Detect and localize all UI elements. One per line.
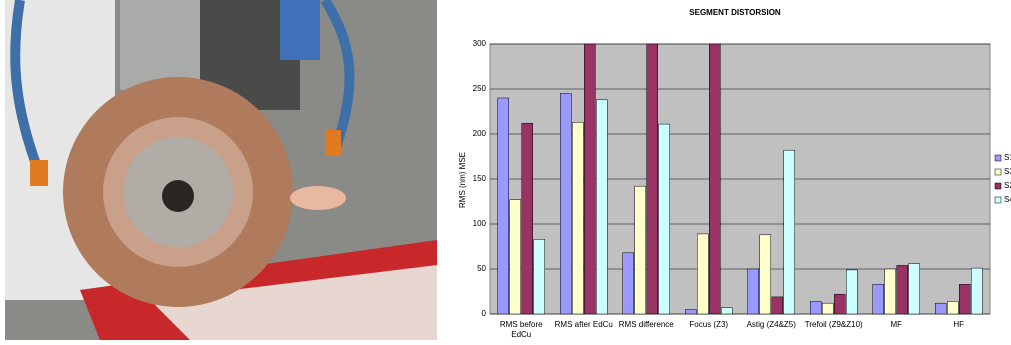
coolant-hose — [10, 0, 45, 177]
machine-part — [280, 0, 320, 60]
bar — [658, 123, 670, 315]
y-tick-label: 200 — [473, 129, 487, 138]
bar — [759, 234, 771, 315]
y-tick-label: 100 — [473, 219, 487, 228]
bar — [709, 43, 721, 315]
bar — [634, 185, 646, 315]
bar — [959, 284, 971, 315]
x-tick-label: MF — [890, 320, 903, 329]
spindle — [120, 0, 200, 90]
bar — [646, 43, 658, 315]
bar — [810, 301, 822, 315]
legend-label: S2 — [1004, 181, 1011, 190]
legend-swatch — [994, 168, 1002, 176]
bar — [596, 99, 608, 315]
x-tick-label: Astig (Z4&Z5) — [746, 320, 796, 329]
nozzle — [30, 160, 48, 186]
legend-label: S4 — [1004, 195, 1011, 204]
bar — [771, 296, 783, 315]
bar — [560, 93, 572, 315]
x-tick-label: RMS before EdCu — [499, 320, 543, 339]
bar — [497, 97, 509, 315]
bar — [971, 267, 983, 315]
wheel-center — [162, 180, 194, 212]
legend-swatch — [994, 196, 1002, 204]
bar — [622, 252, 634, 315]
bar — [783, 149, 795, 315]
legend-swatch — [994, 182, 1002, 190]
bar — [721, 307, 733, 315]
bar — [509, 199, 521, 315]
bar — [884, 268, 896, 315]
bar — [935, 302, 947, 315]
bar — [846, 269, 858, 315]
legend-label: S1 — [1004, 153, 1011, 162]
y-axis-label: RMS (nm) MSE — [458, 152, 467, 208]
hand — [290, 186, 346, 210]
bar — [747, 268, 759, 315]
y-tick-label: 300 — [473, 39, 487, 48]
bar — [521, 122, 533, 315]
glass-segment — [150, 265, 437, 340]
x-tick-label: RMS difference — [618, 320, 674, 329]
bar — [533, 239, 545, 315]
bar — [584, 43, 596, 315]
bar — [872, 284, 884, 315]
bar — [947, 301, 959, 315]
bar — [896, 265, 908, 315]
x-tick-label: HF — [953, 320, 965, 329]
nozzle — [325, 130, 341, 156]
y-tick-label: 50 — [477, 264, 486, 273]
y-tick-label: 0 — [482, 309, 487, 318]
bar — [697, 233, 709, 315]
x-tick-label: RMS after EdCu — [554, 320, 613, 329]
chart-title: SEGMENT DISTORSION — [689, 8, 781, 17]
y-tick-label: 150 — [473, 174, 487, 183]
y-tick-label: 250 — [473, 84, 487, 93]
legend-swatch — [994, 154, 1002, 162]
bar — [685, 309, 697, 315]
bar — [908, 263, 920, 315]
x-tick-label: Trefoil (Z9&Z10) — [804, 320, 863, 329]
bar — [572, 122, 584, 315]
x-tick-label: Focus (Z3) — [689, 320, 729, 329]
legend-label: S3 — [1004, 167, 1011, 176]
bar — [822, 302, 834, 315]
bar — [834, 293, 846, 315]
photo — [5, 0, 437, 340]
coolant-hose — [320, 0, 355, 152]
